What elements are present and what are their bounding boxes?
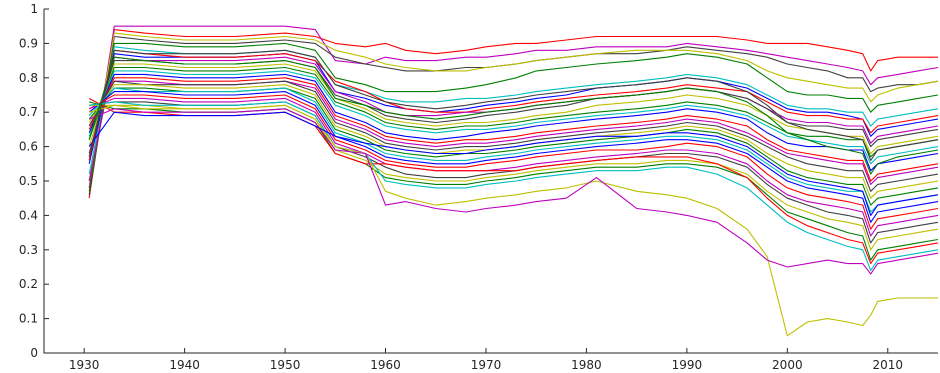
y-tick-label: 1 [30,2,38,16]
y-tick-label: 0.6 [19,140,38,154]
series-line-22 [88,94,939,230]
y-tick-label: 0.2 [19,277,38,291]
series-line-1 [88,29,938,199]
series-line-12 [88,66,939,158]
series-line-17 [88,80,939,192]
x-tick-label: 2010 [873,358,904,372]
series-layer [88,25,939,337]
series-line-20 [88,87,939,213]
series-line-16 [88,80,939,185]
x-tick-label: 1970 [471,358,502,372]
series-line-30 [88,108,939,275]
y-tick-label: 0.1 [19,312,38,326]
y-tick-label: 0.8 [19,71,38,85]
y-tick-label: 0.3 [19,243,38,257]
series-line-15 [88,77,939,182]
series-line-32 [88,56,939,175]
y-tick-label: 0.9 [19,36,38,50]
y-tick-label: 0.7 [19,105,38,119]
series-line-8 [88,49,939,161]
x-tick-label: 1940 [169,358,200,372]
series-line-21 [88,91,939,223]
x-tick-label: 1930 [69,358,100,372]
series-line-31 [88,111,939,216]
x-tick-label: 2000 [772,358,803,372]
series-line-29 [89,104,938,337]
series-line-11 [88,63,939,155]
series-line-5 [88,42,939,192]
series-line-28 [89,101,939,271]
series-line-33 [88,49,939,161]
series-line-14 [88,73,939,172]
series-line-13 [88,70,939,165]
y-tick-label: 0 [30,346,38,360]
series-line-23 [88,97,939,237]
series-line-6 [88,46,939,175]
x-tick-label: 1980 [571,358,602,372]
ticks-layer: 1930 1940 1950 1960 1970 1980 1990 2000 2010 0 0.1… [19,2,903,372]
series-line-4 [88,32,939,182]
x-tick-label: 1950 [270,358,301,372]
series-line-19 [88,87,939,206]
y-tick-label: 0.4 [19,208,38,222]
series-line-2 [88,25,939,188]
y-tick-label: 0.5 [19,174,38,188]
x-tick-label: 1990 [672,358,703,372]
x-tick-label: 1960 [370,358,401,372]
